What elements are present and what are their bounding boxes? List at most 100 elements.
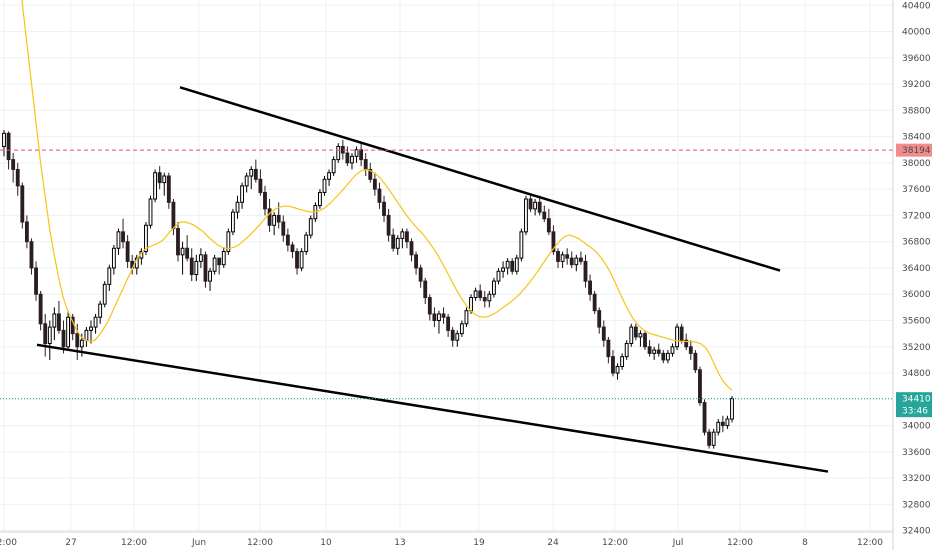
candle-body[interactable]	[565, 254, 570, 259]
candle-body[interactable]	[372, 178, 377, 190]
candle-body[interactable]	[194, 260, 199, 276]
candle-body[interactable]	[469, 297, 473, 312]
candle-body[interactable]	[395, 237, 400, 249]
candle-body[interactable]	[432, 313, 437, 322]
candle-body[interactable]	[116, 231, 121, 249]
candle-body[interactable]	[698, 369, 702, 404]
candle-body[interactable]	[496, 270, 501, 282]
candle-body[interactable]	[510, 260, 515, 272]
candle-body[interactable]	[231, 211, 235, 233]
candle-body[interactable]	[446, 316, 451, 331]
candle-body[interactable]	[363, 159, 368, 170]
candle-body[interactable]	[217, 257, 222, 266]
candle-body[interactable]	[171, 201, 176, 230]
candle-body[interactable]	[34, 267, 38, 295]
candle-body[interactable]	[693, 352, 698, 371]
candle-body[interactable]	[162, 175, 167, 184]
upper-trendline[interactable]	[179, 86, 781, 272]
candle-body[interactable]	[702, 402, 707, 433]
candle-body[interactable]	[226, 231, 231, 253]
candle-body[interactable]	[382, 201, 386, 216]
candle-body[interactable]	[121, 231, 125, 243]
candle-body[interactable]	[203, 254, 208, 282]
candle-body[interactable]	[574, 257, 579, 266]
candle-body[interactable]	[601, 326, 606, 341]
candle-body[interactable]	[611, 356, 615, 374]
candle-body[interactable]	[212, 257, 217, 272]
candle-body[interactable]	[272, 214, 277, 226]
candle-body[interactable]	[661, 352, 666, 361]
candle-body[interactable]	[482, 297, 487, 302]
candle-body[interactable]	[730, 398, 734, 420]
candle-body[interactable]	[716, 421, 721, 433]
candle-body[interactable]	[418, 267, 423, 282]
candle-body[interactable]	[684, 339, 689, 348]
candle-body[interactable]	[542, 211, 547, 220]
candle-body[interactable]	[299, 251, 304, 269]
candle-body[interactable]	[322, 178, 327, 193]
candle-body[interactable]	[404, 231, 409, 243]
candle-body[interactable]	[707, 431, 712, 446]
candle-body[interactable]	[501, 267, 505, 272]
candle-body[interactable]	[75, 333, 80, 348]
candle-body[interactable]	[263, 191, 267, 210]
candle-body[interactable]	[533, 201, 538, 210]
price-levels[interactable]	[0, 149, 893, 400]
candle-body[interactable]	[244, 175, 249, 187]
candle-body[interactable]	[551, 231, 556, 253]
candle-body[interactable]	[423, 280, 428, 299]
candle-body[interactable]	[102, 283, 107, 305]
candle-body[interactable]	[15, 168, 20, 187]
candle-body[interactable]	[24, 221, 29, 243]
candle-body[interactable]	[725, 418, 730, 427]
candle-body[interactable]	[473, 290, 478, 299]
candle-body[interactable]	[148, 198, 153, 226]
candle-body[interactable]	[633, 326, 638, 338]
candle-body[interactable]	[583, 260, 588, 282]
candle-body[interactable]	[253, 168, 258, 180]
candle-body[interactable]	[276, 214, 281, 223]
candle-body[interactable]	[437, 313, 441, 322]
candle-body[interactable]	[125, 241, 130, 262]
candle-body[interactable]	[427, 297, 432, 315]
candle-body[interactable]	[327, 172, 332, 180]
candle-body[interactable]	[606, 339, 611, 358]
candle-body[interactable]	[176, 228, 180, 256]
candle-body[interactable]	[57, 313, 61, 331]
candle-body[interactable]	[157, 172, 162, 184]
candle-body[interactable]	[675, 326, 679, 348]
candle-body[interactable]	[377, 188, 382, 203]
candle-body[interactable]	[107, 267, 112, 285]
candle-body[interactable]	[221, 251, 226, 266]
candle-body[interactable]	[450, 329, 455, 341]
candle-body[interactable]	[643, 333, 647, 348]
candle-body[interactable]	[267, 208, 272, 226]
candle-body[interactable]	[720, 421, 725, 427]
candle-body[interactable]	[84, 329, 89, 341]
candle-body[interactable]	[281, 221, 286, 236]
candle-body[interactable]	[98, 303, 103, 318]
candle-body[interactable]	[304, 234, 309, 253]
candle-body[interactable]	[180, 247, 185, 256]
candle-body[interactable]	[615, 365, 620, 374]
candle-body[interactable]	[345, 152, 350, 164]
candle-body[interactable]	[11, 159, 16, 170]
candle-body[interactable]	[592, 293, 597, 312]
candle-body[interactable]	[2, 132, 6, 147]
lower-trendline[interactable]	[36, 343, 829, 473]
candle-body[interactable]	[711, 431, 716, 446]
candle-body[interactable]	[166, 175, 171, 203]
candle-body[interactable]	[624, 343, 629, 358]
candle-body[interactable]	[198, 254, 203, 262]
candle-body[interactable]	[578, 257, 583, 262]
candle-body[interactable]	[144, 224, 148, 253]
candle-body[interactable]	[569, 257, 574, 266]
candle-body[interactable]	[505, 260, 510, 269]
candle-body[interactable]	[38, 293, 43, 325]
candle-body[interactable]	[359, 149, 364, 161]
candle-body[interactable]	[514, 257, 519, 272]
candle-body[interactable]	[519, 231, 524, 259]
candle-body[interactable]	[455, 333, 460, 341]
candle-body[interactable]	[61, 329, 66, 348]
